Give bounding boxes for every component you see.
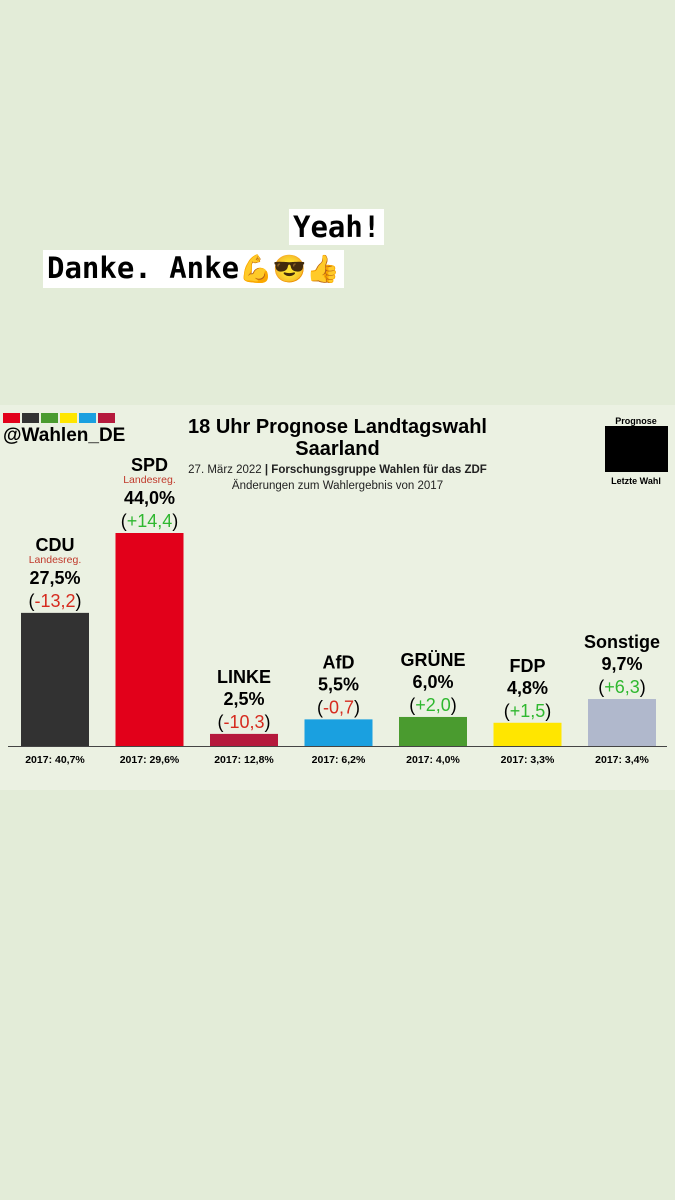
value-label: 2,5% [223,689,264,709]
logo-strip [3,413,115,423]
bar-afd [304,719,373,746]
chart-source: Forschungsgruppe Wahlen für das ZDF [271,464,487,476]
bar-spd [115,533,184,746]
change-label: (+1,5) [504,701,552,721]
chart-date: 27. März 2022 [188,464,262,476]
value-label: 5,5% [318,674,359,694]
bar-sonstige [588,699,656,746]
value-label: 6,0% [412,672,453,692]
sticker-danke-text: Danke. Anke [47,251,240,285]
change-label: (+2,0) [409,695,457,715]
value-label: 44,0% [124,488,175,508]
logo-color-block [22,413,39,423]
emoji-icon: 💪😎👍 [239,254,340,285]
previous-result-label: 2017: 3,3% [501,754,555,766]
legend-swatch [605,426,668,472]
sticker-yeah-text: Yeah! [293,210,381,244]
chart-title: 18 Uhr Prognose Landtagswahl Saarland [188,416,487,460]
previous-result-label: 2017: 40,7% [25,754,85,766]
value-label: 9,7% [601,654,642,674]
value-label: 27,5% [29,568,80,588]
category-label: GRÜNE [400,650,465,670]
chart-note: Änderungen zum Wahlergebnis von 2017 [231,480,444,492]
change-label: (-13,2) [28,591,81,611]
note-label: Landesreg. [123,474,176,486]
category-label: CDU [36,535,75,555]
change-label: (+6,3) [598,677,646,697]
change-label: (-10,3) [217,712,270,732]
note-label: Landesreg. [29,554,82,566]
bar-grüne [399,716,467,746]
previous-result-label: 2017: 29,6% [120,754,180,766]
separator: | [264,464,269,476]
twitter-handle: @Wahlen_DE [3,425,126,446]
category-label: FDP [510,656,546,676]
change-label: (+14,4) [121,511,179,531]
logo-color-block [79,413,96,423]
bar-cdu [21,612,89,746]
category-label: AfD [323,652,355,672]
logo-color-block [60,413,77,423]
category-label: LINKE [217,667,271,687]
previous-result-label: 2017: 12,8% [214,754,274,766]
previous-result-label: 2017: 6,2% [312,754,366,766]
category-label: Sonstige [584,632,660,652]
previous-result-label: 2017: 3,4% [595,754,649,766]
logo-color-block [98,413,115,423]
sticker-danke-anke: Danke. Anke💪😎👍 [43,250,344,288]
legend-prognose: Prognose [615,416,657,426]
legend-letzte-wahl: Letzte Wahl [611,476,661,486]
change-label: (-0,7) [317,697,360,717]
previous-result-label: 2017: 4,0% [406,754,460,766]
category-label: SPD [131,455,168,475]
logo-color-block [3,413,20,423]
bar-linke [210,733,278,746]
chart-subtitle: 27. März 2022 | Forschungsgruppe Wahlen … [150,462,525,494]
sticker-yeah: Yeah! [289,209,385,245]
logo-color-block [41,413,58,423]
bar-fdp [493,722,562,746]
value-label: 4,8% [507,678,548,698]
chart-panel: @Wahlen_DE 18 Uhr Prognose Landtagswahl … [0,405,675,790]
